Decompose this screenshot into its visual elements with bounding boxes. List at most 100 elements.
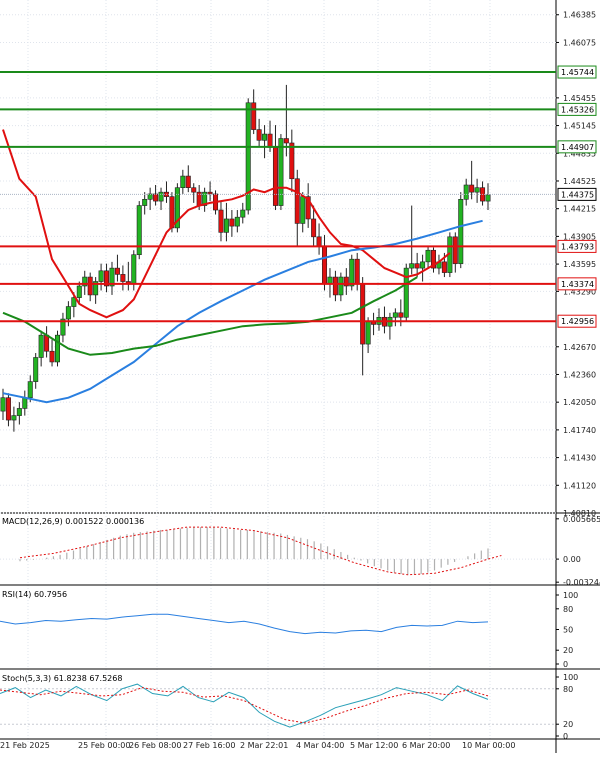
candle-body (425, 249, 431, 263)
candle-body (431, 249, 437, 269)
candle-body (360, 283, 366, 345)
candle-body (474, 187, 480, 193)
candle-body (114, 267, 120, 275)
candle-body (76, 285, 82, 298)
candle-body (223, 218, 229, 233)
stoch-tick-label: 80 (563, 685, 573, 694)
candle-body (38, 334, 44, 358)
candle-body (452, 236, 458, 264)
moving-average-fast-line (2, 129, 451, 319)
candle-body (289, 142, 295, 180)
price-tick-label: 1.42050 (563, 398, 596, 407)
candle-body (65, 306, 71, 320)
candle-body (256, 129, 262, 141)
time-tick-label: 25 Feb 00:00 (78, 741, 130, 750)
macd-label: MACD(12,26,9) 0.001522 0.000136 (2, 517, 144, 526)
level-label-box (557, 277, 597, 291)
time-tick-label: 26 Feb 08:00 (129, 741, 181, 750)
candle-body (218, 209, 224, 233)
candle-body (392, 312, 398, 318)
price-tick-label: 1.42670 (563, 343, 596, 352)
stoch-label: Stoch(5,3,3) 61.8238 67.5268 (2, 674, 122, 683)
candle-body (202, 191, 208, 206)
price-tick-label: 1.44525 (563, 177, 596, 186)
level-label: 1.42956 (561, 317, 594, 326)
price-tick-label: 1.41120 (563, 481, 596, 490)
candle-body (251, 102, 257, 130)
candle-body (365, 321, 371, 345)
candle-body (278, 138, 284, 206)
candle-body (191, 187, 197, 193)
rsi-line (0, 613, 489, 635)
candle-body (120, 274, 126, 282)
candle-body (11, 415, 17, 421)
level-label: 1.45744 (561, 68, 594, 77)
rsi-tick-label: 100 (563, 591, 578, 600)
candle-body (305, 196, 311, 220)
price-tick-label: 1.46385 (563, 11, 596, 20)
rsi-label: RSI(14) 60.7956 (2, 590, 67, 599)
candle-body (409, 263, 415, 269)
candle-body (343, 276, 349, 287)
candle-body (300, 196, 306, 224)
candle-body (158, 191, 164, 202)
candle-body (153, 193, 159, 202)
price-tick-label: 1.44835 (563, 149, 596, 158)
price-tick-label: 1.44215 (563, 205, 596, 214)
candle-body (283, 138, 289, 144)
stoch-tick-label: 100 (563, 673, 578, 682)
candle-body (169, 196, 175, 229)
level-label-box (557, 140, 597, 154)
macd-tick-label: -0.003244 (563, 578, 600, 587)
candle-body (174, 187, 180, 229)
price-tick-label: 1.46075 (563, 38, 596, 47)
candle-body (131, 254, 137, 284)
candle-body (16, 408, 22, 416)
candle-body (93, 281, 99, 296)
candle-body (327, 276, 333, 284)
candle-body (316, 236, 322, 247)
time-tick-label: 10 Mar 00:00 (462, 741, 515, 750)
candle-body (180, 175, 186, 188)
level-label: 1.45326 (561, 105, 594, 114)
candle-body (262, 133, 268, 141)
candle-body (98, 270, 104, 282)
stoch-tick-label: 20 (563, 720, 573, 729)
macd-signal-line (19, 526, 502, 576)
time-tick-label: 6 Mar 20:00 (402, 741, 450, 750)
price-tick-label: 1.43595 (563, 260, 596, 269)
candle-body (60, 318, 66, 336)
candle-body (311, 218, 317, 238)
rsi-tick-label: 20 (563, 646, 573, 655)
candle-body (240, 209, 246, 218)
current-price-box (557, 187, 597, 201)
candle-body (27, 381, 33, 399)
candle-body (322, 245, 328, 284)
time-tick-label: 5 Mar 12:00 (350, 741, 398, 750)
candle-body (414, 263, 420, 269)
price-tick-label: 1.45145 (563, 122, 596, 131)
stoch-k-line (0, 683, 489, 728)
candle-body (245, 102, 251, 211)
rsi-tick-label: 50 (563, 626, 573, 635)
time-tick-label: 27 Feb 16:00 (183, 741, 235, 750)
price-tick-label: 1.42360 (563, 370, 596, 379)
candle-body (229, 218, 235, 227)
moving-average-slow-line (2, 276, 418, 356)
level-label: 1.43793 (561, 242, 594, 251)
level-label-box (557, 102, 597, 116)
candle-body (104, 270, 110, 287)
candle-body (441, 261, 447, 273)
macd-tick-label: 0.005665 (563, 515, 600, 524)
macd-tick-label: 0.00 (563, 555, 581, 564)
candle-body (398, 312, 404, 318)
stoch-tick-label: 0 (563, 732, 568, 741)
candle-body (22, 397, 28, 409)
price-tick-label: 1.41740 (563, 426, 596, 435)
rsi-tick-label: 0 (563, 660, 568, 669)
time-tick-label: 4 Mar 04:00 (296, 741, 344, 750)
current-price-label: 1.44375 (561, 190, 594, 199)
rsi-tick-label: 80 (563, 605, 573, 614)
level-label-box (557, 239, 597, 253)
